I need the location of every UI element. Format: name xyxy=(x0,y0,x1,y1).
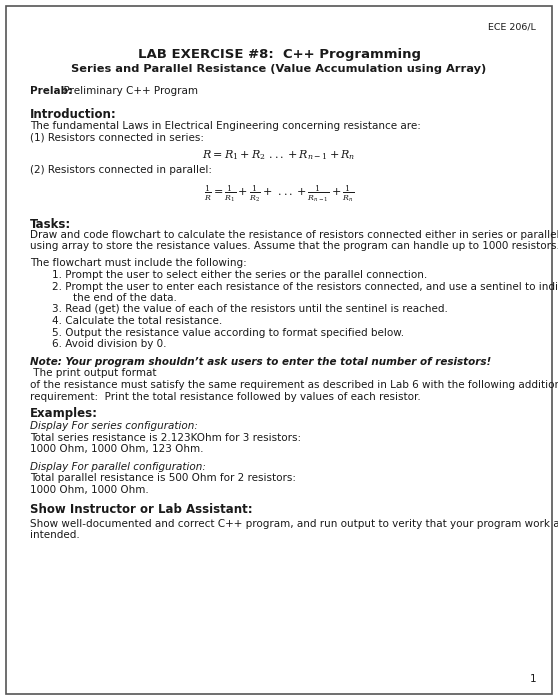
Text: 6. Avoid division by 0.: 6. Avoid division by 0. xyxy=(52,339,166,349)
Text: 4. Calculate the total resistance.: 4. Calculate the total resistance. xyxy=(52,316,222,326)
Text: Tasks:: Tasks: xyxy=(30,218,71,231)
Text: 2. Prompt the user to enter each resistance of the resistors connected, and use : 2. Prompt the user to enter each resista… xyxy=(52,281,558,291)
Text: LAB EXERCISE #8:  C++ Programming: LAB EXERCISE #8: C++ Programming xyxy=(137,48,421,61)
Text: of the resistance must satisfy the same requirement as described in Lab 6 with t: of the resistance must satisfy the same … xyxy=(30,380,558,390)
Text: $R = R_1 + R_2 \ ... + R_{n-1} + R_n$: $R = R_1 + R_2 \ ... + R_{n-1} + R_n$ xyxy=(203,148,355,162)
Text: Series and Parallel Resistance (Value Accumulation using Array): Series and Parallel Resistance (Value Ac… xyxy=(71,64,487,74)
Text: Display For series configuration:: Display For series configuration: xyxy=(30,421,198,431)
Text: 1000 Ohm, 1000 Ohm.: 1000 Ohm, 1000 Ohm. xyxy=(30,484,149,494)
Text: the end of the data.: the end of the data. xyxy=(60,293,177,303)
Text: Note: Your program shouldn’t ask users to enter the total number of resistors!: Note: Your program shouldn’t ask users t… xyxy=(30,357,491,367)
Text: using array to store the resistance values. Assume that the program can handle u: using array to store the resistance valu… xyxy=(30,241,558,251)
Text: (1) Resistors connected in series:: (1) Resistors connected in series: xyxy=(30,132,204,142)
Text: The print output format: The print output format xyxy=(30,368,156,379)
Text: requirement:  Print the total resistance followed by values of each resistor.: requirement: Print the total resistance … xyxy=(30,391,421,402)
Text: Display For parallel configuration:: Display For parallel configuration: xyxy=(30,461,206,472)
Text: 1. Prompt the user to select either the series or the parallel connection.: 1. Prompt the user to select either the … xyxy=(52,270,427,280)
Text: The fundamental Laws in Electrical Engineering concerning resistance are:: The fundamental Laws in Electrical Engin… xyxy=(30,121,421,131)
Text: Preliminary C++ Program: Preliminary C++ Program xyxy=(57,86,198,96)
Text: (2) Resistors connected in parallel:: (2) Resistors connected in parallel: xyxy=(30,165,212,175)
Text: 5. Output the resistance value according to format specified below.: 5. Output the resistance value according… xyxy=(52,328,404,337)
Text: 1000 Ohm, 1000 Ohm, 123 Ohm.: 1000 Ohm, 1000 Ohm, 123 Ohm. xyxy=(30,444,204,454)
Text: intended.: intended. xyxy=(30,530,80,540)
Text: $\frac{1}{R} = \frac{1}{R_1} + \frac{1}{R_2} + \ ... + \frac{1}{R_{n-1}} + \frac: $\frac{1}{R} = \frac{1}{R_1} + \frac{1}{… xyxy=(204,183,354,204)
Text: Prelab:: Prelab: xyxy=(30,86,72,96)
Text: The flowchart must include the following:: The flowchart must include the following… xyxy=(30,258,247,268)
Text: Draw and code flowchart to calculate the resistance of resistors connected eithe: Draw and code flowchart to calculate the… xyxy=(30,230,558,240)
Text: Show Instructor or Lab Assistant:: Show Instructor or Lab Assistant: xyxy=(30,503,253,515)
Text: Total series resistance is 2.123KOhm for 3 resistors:: Total series resistance is 2.123KOhm for… xyxy=(30,433,301,443)
Text: 3. Read (get) the value of each of the resistors until the sentinel is reached.: 3. Read (get) the value of each of the r… xyxy=(52,304,448,314)
Text: Introduction:: Introduction: xyxy=(30,108,117,121)
Text: ECE 206/L: ECE 206/L xyxy=(488,22,536,31)
Text: 1: 1 xyxy=(530,674,536,684)
Text: Show well-documented and correct C++ program, and run output to verity that your: Show well-documented and correct C++ pro… xyxy=(30,519,558,528)
Text: Examples:: Examples: xyxy=(30,407,98,421)
Text: Total parallel resistance is 500 Ohm for 2 resistors:: Total parallel resistance is 500 Ohm for… xyxy=(30,473,296,483)
